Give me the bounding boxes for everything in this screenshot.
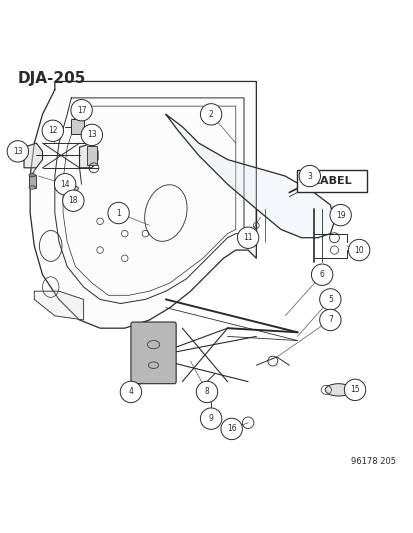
Polygon shape — [24, 143, 43, 168]
Polygon shape — [79, 143, 98, 168]
Circle shape — [344, 379, 365, 401]
Ellipse shape — [29, 174, 36, 177]
Text: 5: 5 — [327, 295, 332, 304]
Text: 2: 2 — [208, 110, 213, 119]
Text: 18: 18 — [69, 196, 78, 205]
Circle shape — [200, 408, 221, 430]
Text: 4: 4 — [128, 387, 133, 397]
Circle shape — [7, 141, 28, 162]
Text: 8: 8 — [204, 387, 209, 397]
Bar — [71, 119, 83, 134]
Polygon shape — [30, 82, 256, 328]
Bar — [87, 147, 97, 165]
Circle shape — [47, 125, 58, 136]
Text: 16: 16 — [226, 424, 236, 433]
Circle shape — [42, 120, 63, 141]
Circle shape — [108, 203, 129, 224]
Circle shape — [200, 103, 221, 125]
Text: 19: 19 — [335, 211, 344, 220]
Ellipse shape — [29, 186, 36, 189]
Text: 17: 17 — [76, 106, 86, 115]
Text: 14: 14 — [60, 180, 70, 189]
Text: 9: 9 — [208, 414, 213, 423]
Circle shape — [298, 165, 320, 187]
Text: 11: 11 — [243, 233, 252, 242]
Text: 13: 13 — [13, 147, 23, 156]
Bar — [297, 170, 366, 192]
Text: 12: 12 — [48, 126, 57, 135]
Circle shape — [319, 289, 340, 310]
Circle shape — [196, 381, 217, 402]
Circle shape — [54, 174, 76, 195]
FancyBboxPatch shape — [131, 322, 176, 384]
Circle shape — [81, 124, 102, 146]
Ellipse shape — [325, 384, 351, 396]
Text: 10: 10 — [354, 246, 363, 255]
Circle shape — [311, 264, 332, 285]
Circle shape — [71, 100, 92, 121]
Text: 6: 6 — [319, 270, 324, 279]
Text: LABEL: LABEL — [312, 176, 351, 186]
Circle shape — [120, 381, 141, 402]
Circle shape — [319, 309, 340, 330]
Text: DJA-205: DJA-205 — [18, 71, 86, 86]
Circle shape — [62, 190, 84, 212]
Polygon shape — [166, 115, 334, 238]
Circle shape — [329, 204, 351, 226]
Circle shape — [348, 239, 369, 261]
Ellipse shape — [68, 186, 78, 191]
Text: 15: 15 — [349, 385, 359, 394]
Text: 13: 13 — [87, 131, 97, 140]
Bar — [29, 175, 36, 188]
Text: 1: 1 — [116, 208, 121, 217]
Circle shape — [221, 418, 242, 440]
Text: 3: 3 — [306, 172, 311, 181]
Text: 96178 205: 96178 205 — [350, 457, 395, 466]
Polygon shape — [34, 291, 83, 320]
Text: 7: 7 — [327, 316, 332, 325]
Circle shape — [208, 411, 214, 417]
Circle shape — [237, 227, 258, 248]
